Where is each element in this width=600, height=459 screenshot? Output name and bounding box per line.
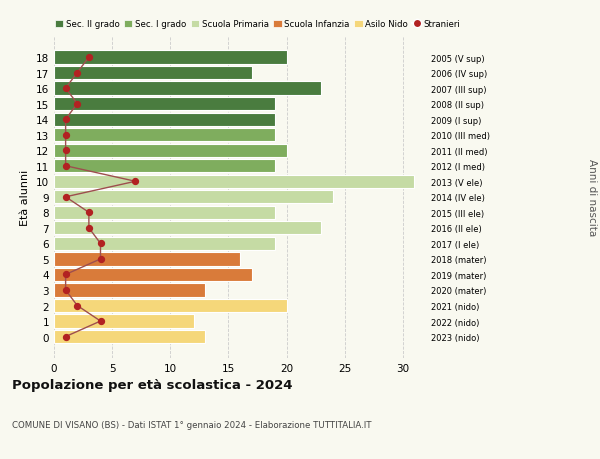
- Bar: [54, 237, 275, 251]
- Bar: [54, 98, 275, 111]
- Point: [61, 271, 70, 279]
- Point: [73, 70, 82, 77]
- Bar: [54, 67, 251, 80]
- Point: [96, 256, 106, 263]
- Bar: [54, 113, 275, 127]
- Bar: [54, 330, 205, 343]
- Point: [61, 333, 70, 341]
- Point: [73, 302, 82, 309]
- Text: Anni di nascita: Anni di nascita: [587, 159, 597, 236]
- Bar: [54, 206, 275, 219]
- Point: [84, 209, 94, 217]
- Bar: [54, 253, 240, 266]
- Bar: [54, 284, 205, 297]
- Bar: [54, 129, 275, 142]
- Point: [84, 225, 94, 232]
- Bar: [54, 268, 251, 281]
- Bar: [54, 191, 333, 204]
- Bar: [54, 82, 322, 95]
- Bar: [54, 144, 287, 157]
- Text: Popolazione per età scolastica - 2024: Popolazione per età scolastica - 2024: [12, 379, 293, 392]
- Bar: [54, 175, 415, 189]
- Bar: [54, 222, 322, 235]
- Point: [96, 318, 106, 325]
- Point: [61, 162, 70, 170]
- Point: [131, 178, 140, 185]
- Bar: [54, 315, 193, 328]
- Point: [61, 85, 70, 93]
- Point: [96, 240, 106, 247]
- Legend: Sec. II grado, Sec. I grado, Scuola Primaria, Scuola Infanzia, Asilo Nido, Stran: Sec. II grado, Sec. I grado, Scuola Prim…: [55, 20, 460, 29]
- Point: [61, 116, 70, 123]
- Y-axis label: Età alunni: Età alunni: [20, 169, 31, 225]
- Bar: [54, 299, 287, 313]
- Point: [61, 132, 70, 139]
- Point: [84, 54, 94, 62]
- Bar: [54, 51, 287, 65]
- Bar: [54, 160, 275, 173]
- Point: [61, 287, 70, 294]
- Point: [73, 101, 82, 108]
- Text: COMUNE DI VISANO (BS) - Dati ISTAT 1° gennaio 2024 - Elaborazione TUTTITALIA.IT: COMUNE DI VISANO (BS) - Dati ISTAT 1° ge…: [12, 420, 371, 429]
- Point: [61, 194, 70, 201]
- Point: [61, 147, 70, 155]
